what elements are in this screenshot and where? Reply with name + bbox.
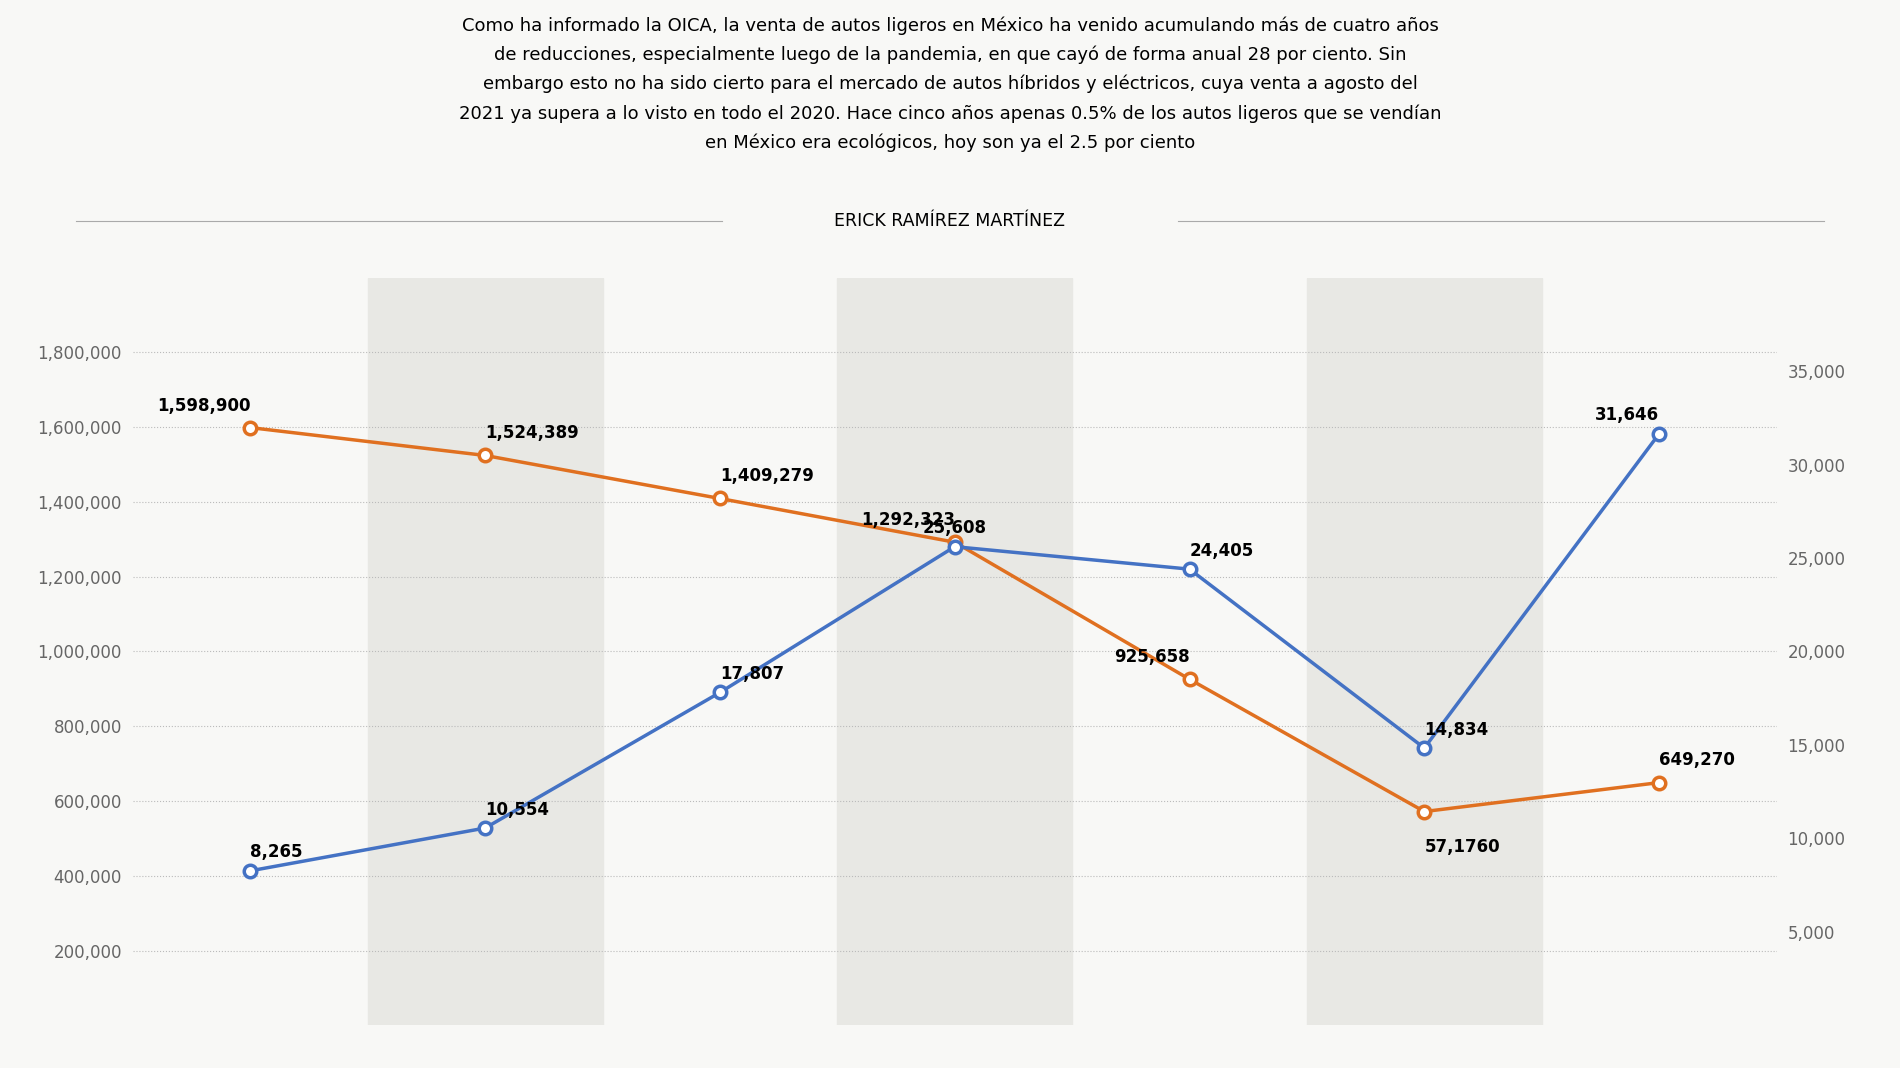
Text: 649,270: 649,270 bbox=[1659, 752, 1735, 770]
Text: 31,646: 31,646 bbox=[1594, 407, 1659, 424]
Text: 17,807: 17,807 bbox=[720, 665, 785, 684]
Bar bbox=[838, 278, 1072, 1025]
Bar bbox=[1307, 278, 1541, 1025]
Text: Como ha informado la OICA, la venta de autos ligeros en México ha venido acumula: Como ha informado la OICA, la venta de a… bbox=[458, 16, 1442, 152]
Bar bbox=[369, 278, 602, 1025]
Text: 925,658: 925,658 bbox=[1113, 648, 1189, 666]
Text: 1,292,323: 1,292,323 bbox=[861, 512, 954, 529]
Text: 1,598,900: 1,598,900 bbox=[158, 396, 251, 414]
Text: 1,524,389: 1,524,389 bbox=[484, 424, 580, 442]
Text: 8,265: 8,265 bbox=[251, 844, 302, 862]
Text: 14,834: 14,834 bbox=[1425, 721, 1488, 739]
Text: 24,405: 24,405 bbox=[1189, 541, 1254, 560]
Text: 10,554: 10,554 bbox=[484, 801, 549, 819]
Text: 57,1760: 57,1760 bbox=[1425, 837, 1499, 855]
Text: ERICK RAMÍREZ MARTÍNEZ: ERICK RAMÍREZ MARTÍNEZ bbox=[834, 211, 1066, 230]
Text: 1,409,279: 1,409,279 bbox=[720, 468, 813, 486]
Text: 25,608: 25,608 bbox=[923, 519, 986, 537]
